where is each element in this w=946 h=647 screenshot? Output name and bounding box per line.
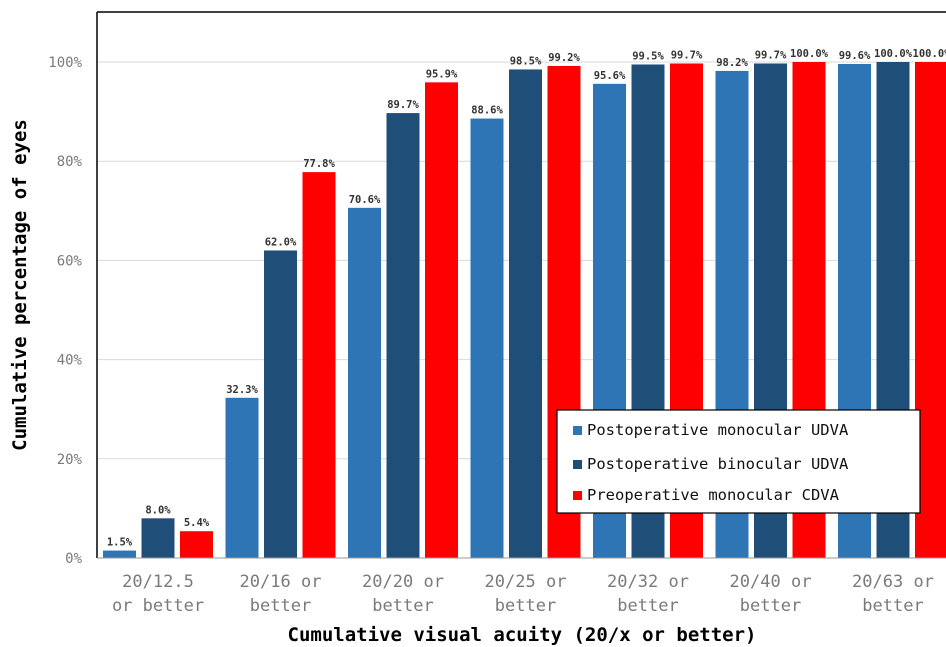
x-tick-label: 20/40 or xyxy=(730,572,812,592)
y-tick-label: 40% xyxy=(57,353,83,369)
data-label: 32.3% xyxy=(226,384,258,396)
y-axis-title: Cumulative percentage of eyes xyxy=(9,119,31,451)
x-tick-label: better xyxy=(250,596,311,616)
x-tick-label: 20/16 or xyxy=(240,572,322,592)
data-label: 77.8% xyxy=(303,158,335,170)
x-tick-label: better xyxy=(740,596,801,616)
x-tick-label: 20/20 or xyxy=(362,572,444,592)
legend: Postoperative monocular UDVA Postoperati… xyxy=(556,409,921,514)
data-label: 95.9% xyxy=(426,68,458,80)
data-label: 100.0% xyxy=(790,48,829,60)
bar xyxy=(302,172,336,558)
data-label: 62.0% xyxy=(265,236,297,248)
legend-label-monocular-udva: Postoperative monocular UDVA xyxy=(587,421,849,439)
data-labels: 1.5% 32.3% 70.6% 88.6% 95.6% 98.2% 99.6% 8.0% 62… xyxy=(107,48,946,549)
x-tick-label: better xyxy=(372,596,433,616)
data-label: 99.5% xyxy=(632,50,664,62)
data-label: 98.2% xyxy=(716,57,748,69)
data-label: 100.0% xyxy=(874,48,913,60)
x-tick-label: better xyxy=(495,596,556,616)
x-tick-label: better xyxy=(617,596,678,616)
data-label: 99.2% xyxy=(548,52,580,64)
x-tick-label: 20/32 or xyxy=(607,572,689,592)
data-label: 89.7% xyxy=(387,99,419,111)
data-label: 99.7% xyxy=(755,49,787,61)
legend-swatch-monocular-udva xyxy=(573,426,582,435)
y-axis-ticks: 0% 20% 40% 60% 80% 100% xyxy=(48,55,82,567)
data-label: 70.6% xyxy=(349,194,381,206)
y-tick-label: 100% xyxy=(48,55,82,71)
bar xyxy=(141,518,175,558)
data-label: 100.0% xyxy=(913,48,946,60)
bar xyxy=(225,397,259,558)
data-label: 95.6% xyxy=(594,70,626,82)
legend-label-binocular-udva: Postoperative binocular UDVA xyxy=(587,455,849,473)
legend-swatch-binocular-udva xyxy=(573,460,582,469)
x-tick-label: better xyxy=(862,596,923,616)
bar xyxy=(264,250,297,559)
data-label: 8.0% xyxy=(145,504,171,516)
x-tick-label: 20/63 or xyxy=(852,572,934,592)
x-tick-label: 20/25 or xyxy=(485,572,567,592)
data-label: 1.5% xyxy=(107,537,133,549)
y-tick-label: 0% xyxy=(65,551,82,567)
legend-label-preop-cdva: Preoperative monocular CDVA xyxy=(587,486,840,504)
x-tick-label: 20/12.5 xyxy=(122,572,194,592)
data-label: 99.7% xyxy=(671,49,703,61)
data-label: 5.4% xyxy=(184,517,210,529)
bar xyxy=(425,82,458,558)
bar xyxy=(509,69,542,558)
y-tick-label: 20% xyxy=(57,452,83,468)
bar xyxy=(180,531,213,558)
x-axis-title: Cumulative visual acuity (20/x or better… xyxy=(288,624,757,646)
bar xyxy=(386,113,420,558)
data-label: 98.5% xyxy=(510,55,542,67)
bar xyxy=(103,550,136,558)
bar xyxy=(348,207,381,558)
legend-box xyxy=(556,409,921,514)
x-axis-categories: 20/12.5 or better 20/16 or better 20/20 or be… xyxy=(112,572,934,616)
data-label: 99.6% xyxy=(839,50,871,62)
data-label: 88.6% xyxy=(471,105,503,117)
legend-swatch-preop-cdva xyxy=(573,491,582,500)
x-tick-label: or better xyxy=(112,596,204,616)
y-tick-label: 80% xyxy=(57,154,83,170)
y-tick-label: 60% xyxy=(57,253,83,269)
bar xyxy=(470,118,504,558)
